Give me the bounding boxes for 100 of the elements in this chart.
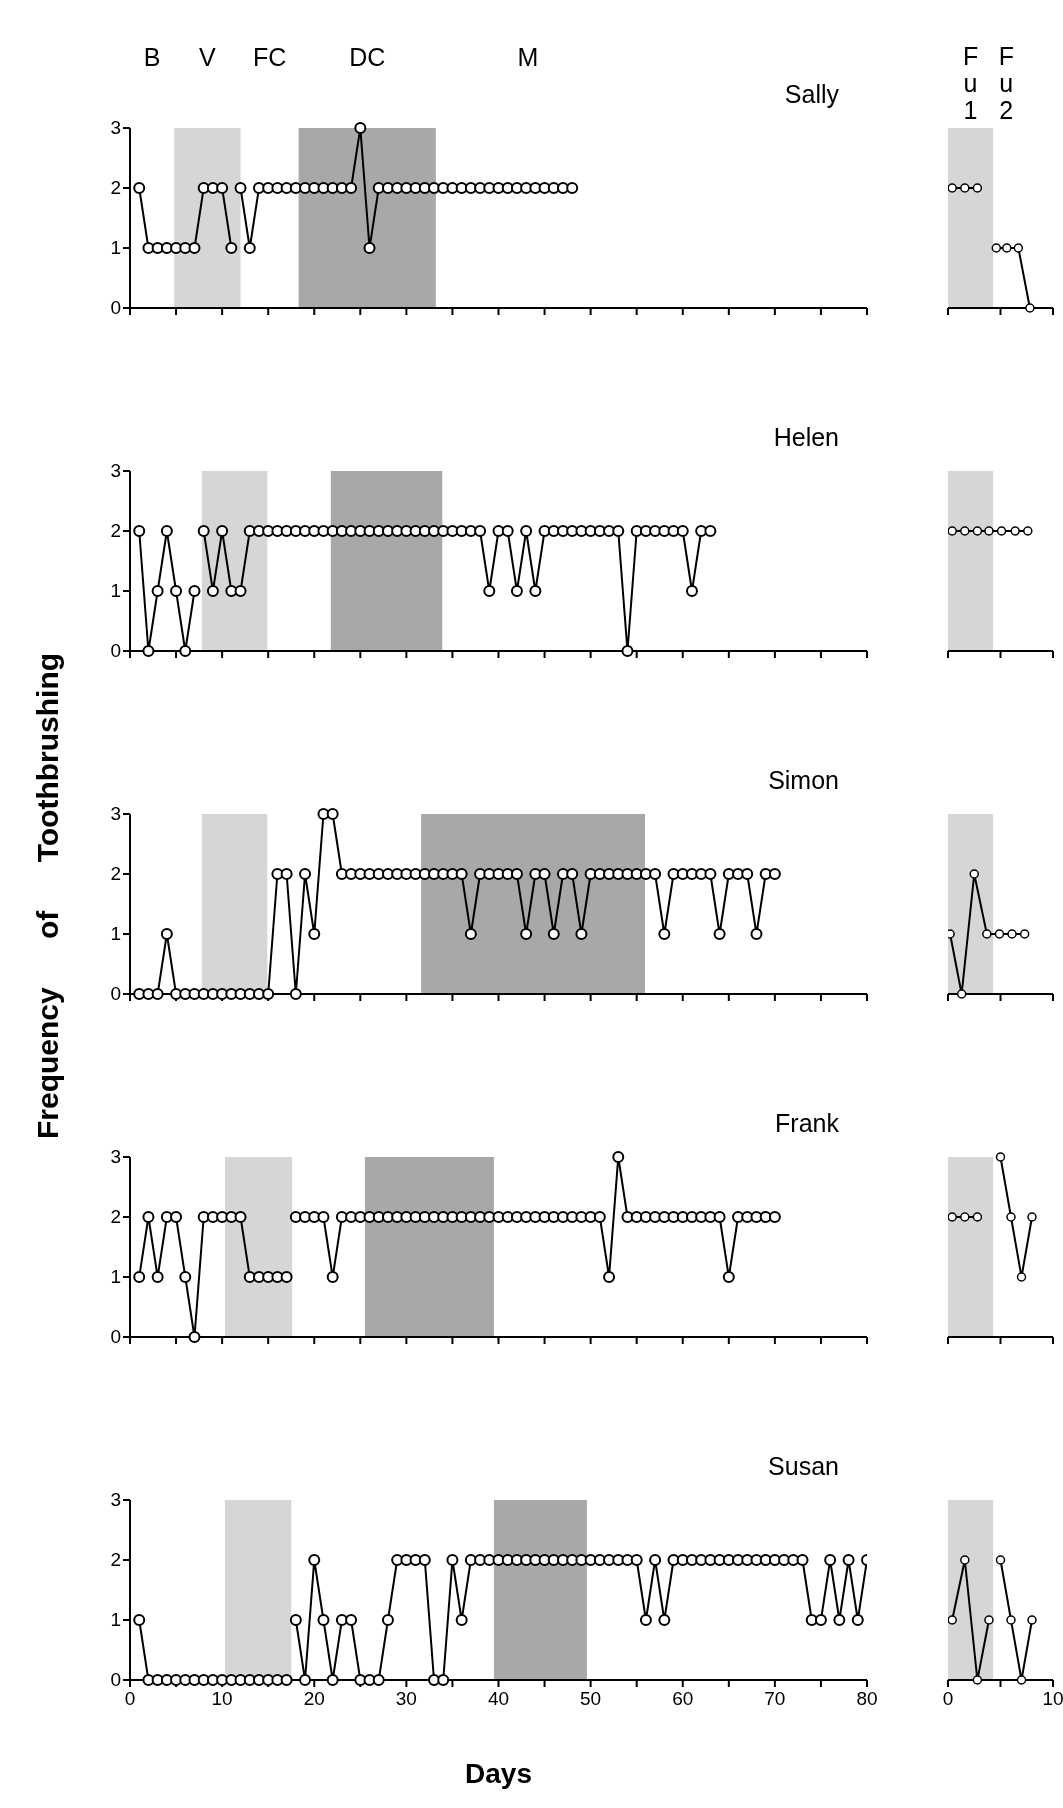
point xyxy=(547,525,560,537)
point xyxy=(133,182,146,194)
x-tick-label: 80 xyxy=(856,1688,878,1709)
point xyxy=(418,525,431,537)
point xyxy=(372,182,385,194)
point xyxy=(713,1211,726,1223)
point xyxy=(676,1211,689,1223)
point xyxy=(363,242,376,254)
point xyxy=(464,1211,477,1223)
point xyxy=(179,645,192,657)
x-axis-title: Days xyxy=(465,1758,532,1790)
point xyxy=(612,1151,625,1163)
x-tick-label: 60 xyxy=(672,1688,694,1709)
point xyxy=(188,242,201,254)
x-tick-label: 70 xyxy=(764,1688,786,1709)
point xyxy=(179,1271,192,1283)
point xyxy=(280,1271,293,1283)
point xyxy=(722,1271,735,1283)
point xyxy=(593,525,606,537)
point xyxy=(160,242,173,254)
point xyxy=(483,585,496,597)
x-tick-label: 0 xyxy=(124,1688,136,1709)
y-tick-label: 2 xyxy=(110,1549,121,1570)
text: M xyxy=(517,43,539,71)
point xyxy=(418,182,431,194)
y-tick-label: 0 xyxy=(110,640,121,661)
y-tick-label: 1 xyxy=(110,1609,121,1630)
y-tick-label: 2 xyxy=(110,177,121,198)
point xyxy=(335,525,348,537)
point xyxy=(225,242,238,254)
y-tick-label: 0 xyxy=(110,983,121,1004)
y-tick-label: 2 xyxy=(110,520,121,541)
y-tick-label: 0 xyxy=(110,1326,121,1347)
point xyxy=(326,1271,339,1283)
point xyxy=(621,645,634,657)
point xyxy=(612,525,625,537)
point xyxy=(354,122,367,134)
y-tick-label: 3 xyxy=(110,1146,121,1167)
chart-title: Simon xyxy=(768,766,839,795)
point xyxy=(510,585,523,597)
point xyxy=(151,1271,164,1283)
y-tick-label: 0 xyxy=(110,297,121,318)
point xyxy=(160,525,173,537)
point xyxy=(243,525,256,537)
y-axis-title: Frequency of Toothbrushing xyxy=(31,652,65,1140)
point xyxy=(768,1211,781,1223)
point xyxy=(464,182,477,194)
point xyxy=(170,1211,183,1223)
point xyxy=(188,585,201,597)
y-tick-label: 1 xyxy=(110,1266,121,1287)
band-label: Fu1 xyxy=(962,42,979,124)
point xyxy=(593,1211,606,1223)
point xyxy=(317,1211,330,1223)
point xyxy=(170,585,183,597)
point xyxy=(566,182,579,194)
chart-title: Frank xyxy=(775,1109,839,1138)
chart-title: Susan xyxy=(768,1452,839,1481)
band-label: V xyxy=(199,43,216,71)
x-tick-label: 10 xyxy=(211,1688,233,1709)
y-tick-label: 3 xyxy=(110,117,121,138)
x-tick-label: 50 xyxy=(580,1688,602,1709)
point xyxy=(216,182,229,194)
x-tick-label: 0 xyxy=(942,1688,954,1709)
point xyxy=(142,1211,155,1223)
chart-title: Sally xyxy=(784,80,839,109)
point xyxy=(234,585,247,597)
point xyxy=(133,1271,146,1283)
point xyxy=(639,1211,652,1223)
chart-title: Helen xyxy=(773,423,839,452)
y-tick-label: 2 xyxy=(110,1206,121,1227)
y-tick-label: 3 xyxy=(110,460,121,481)
point xyxy=(151,585,164,597)
y-tick-label: 1 xyxy=(110,580,121,601)
point xyxy=(289,1211,302,1223)
point xyxy=(243,242,256,254)
point xyxy=(133,525,146,537)
point xyxy=(197,525,210,537)
point xyxy=(547,1211,560,1223)
point xyxy=(685,585,698,597)
y-tick-label: 1 xyxy=(110,237,121,258)
x-tick-label: 20 xyxy=(303,1688,325,1709)
point xyxy=(234,1211,247,1223)
x-tick-label: 40 xyxy=(487,1688,510,1709)
point xyxy=(188,1331,201,1343)
point xyxy=(372,1211,385,1223)
point xyxy=(529,585,542,597)
x-tick-label: 30 xyxy=(395,1688,417,1709)
text: B xyxy=(143,43,161,71)
point xyxy=(335,182,348,194)
y-tick-label: 3 xyxy=(110,803,121,824)
point xyxy=(142,645,155,657)
y-tick-label: 1 xyxy=(110,923,121,944)
text: FC xyxy=(252,43,287,71)
point xyxy=(372,525,385,537)
point xyxy=(603,1271,616,1283)
x-tick-label: 10 xyxy=(1042,1688,1063,1709)
point xyxy=(501,525,514,537)
point xyxy=(547,182,560,194)
y-tick-label: 3 xyxy=(110,1489,121,1510)
point xyxy=(639,525,652,537)
